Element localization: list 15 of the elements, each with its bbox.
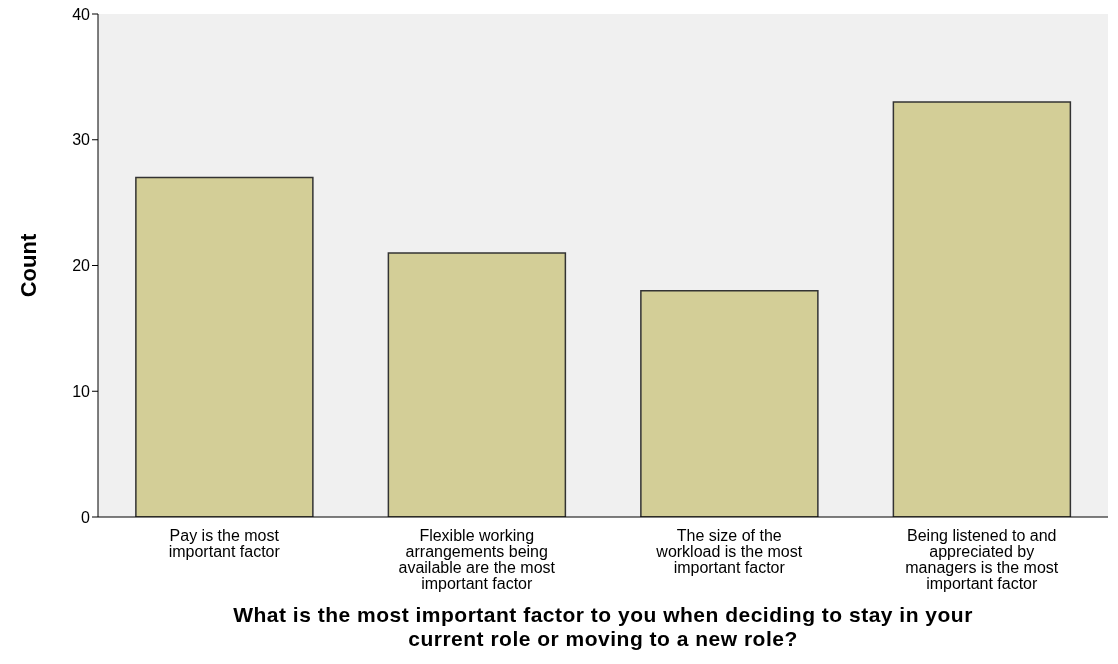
y-tick-label: 20	[72, 257, 91, 275]
x-axis-title: What is the most important factor to you when deciding to stay in your current role or moving to a new role?	[232, 603, 974, 651]
x-tick-label: The size of the workload is the most important factor	[655, 527, 803, 576]
y-tick-label: 30	[72, 131, 91, 149]
y-tick-label: 40	[72, 5, 91, 23]
bar	[892, 101, 1072, 517]
x-tick-label: Pay is the most important factor	[168, 527, 281, 560]
bar	[135, 176, 314, 517]
y-tick-label: 10	[72, 382, 91, 400]
bar	[640, 289, 819, 517]
bar	[387, 252, 567, 517]
y-tick-label: 0	[81, 508, 91, 526]
y-axis-title: Count	[15, 233, 41, 298]
x-tick-label: Being listened to and appreciated by managers is the most important factor	[905, 527, 1059, 592]
x-tick-label: Flexible working arrangements being available are the most important factor	[398, 527, 556, 592]
